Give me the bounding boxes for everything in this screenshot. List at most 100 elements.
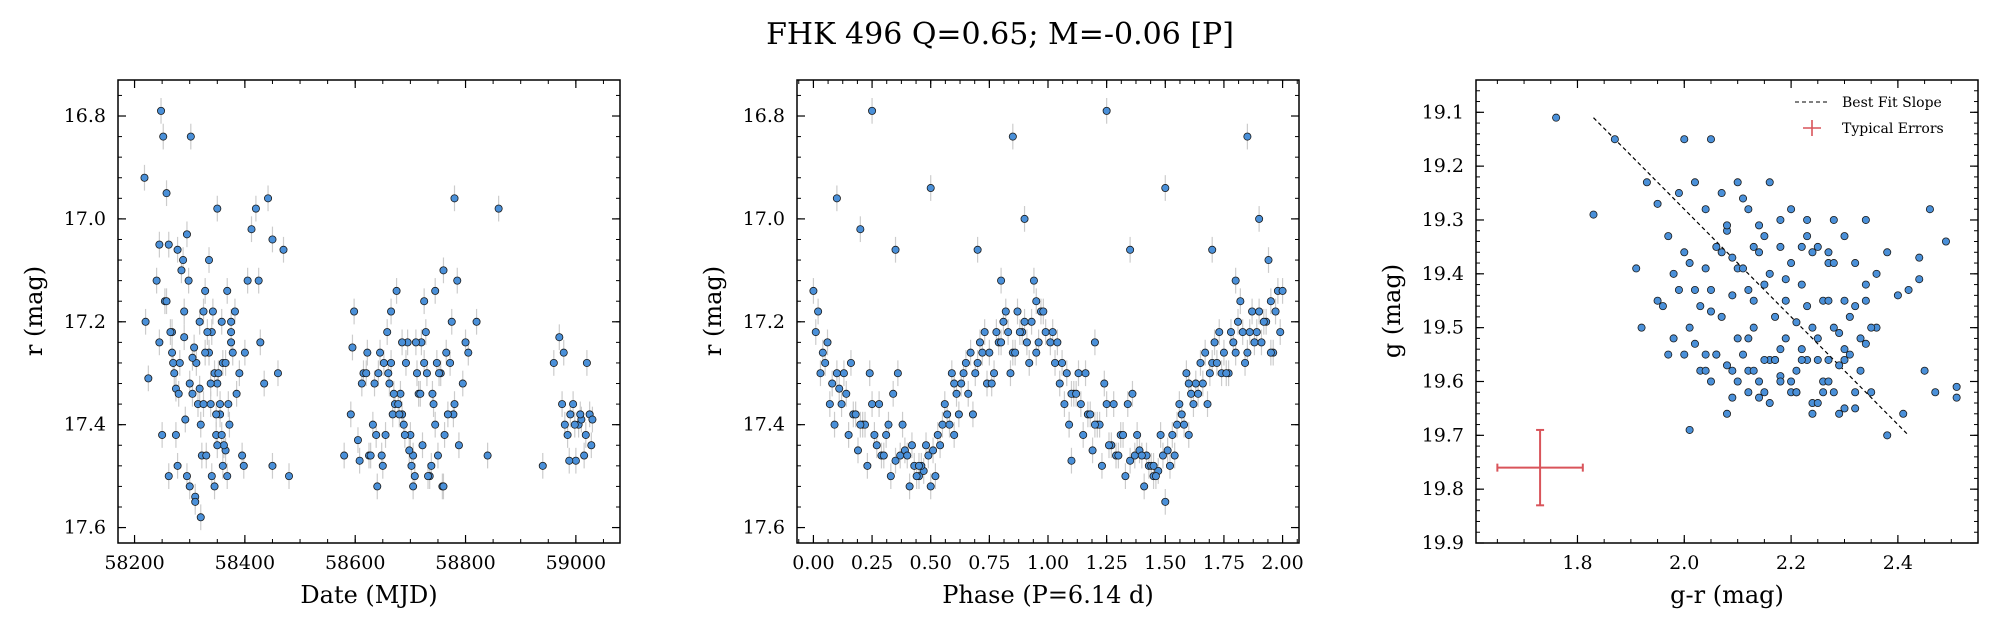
phased-data-point: [1196, 358, 1205, 367]
lightcurve-data-point: [185, 482, 194, 491]
phased-data-point: [1158, 451, 1167, 460]
cmd-data-point: [1861, 215, 1870, 224]
phased-data-point: [1004, 328, 1013, 337]
phased-data-point: [839, 369, 848, 378]
lightcurve-data-point: [201, 348, 210, 357]
phased-data-point: [851, 410, 860, 419]
phased-data-point: [1013, 307, 1022, 316]
phased-data-point: [1020, 214, 1029, 223]
lightcurve-data-point: [213, 204, 222, 213]
cmd-data-point: [1915, 253, 1924, 262]
cmd-data-point: [1803, 302, 1812, 311]
cmd-data-point: [1787, 205, 1796, 214]
lightcurve-points: [140, 106, 597, 522]
cmd-data-point: [1706, 285, 1715, 294]
lightcurve-data-point: [140, 173, 149, 182]
lightcurve-xtick-label: 58400: [215, 552, 275, 574]
phased-data-point: [1151, 472, 1160, 481]
lightcurve-data-point: [353, 436, 362, 445]
cmd-data-point: [1760, 280, 1769, 289]
cmd-data-point: [1813, 242, 1822, 251]
cmd-data-point: [1744, 334, 1753, 343]
phased-data-point: [1189, 400, 1198, 409]
phased-data-point: [1210, 338, 1219, 347]
phased-data-point: [1055, 379, 1064, 388]
cmd-data-point: [1642, 178, 1651, 187]
phased-data-point: [1109, 400, 1118, 409]
lightcurve-data-point: [396, 389, 405, 398]
phased-data-point: [959, 369, 968, 378]
cmd-data-point: [1856, 366, 1865, 375]
phased-data-point: [818, 348, 827, 357]
phased-data-point: [814, 307, 823, 316]
lightcurve-data-point: [188, 389, 197, 398]
lightcurve-data-point: [389, 389, 398, 398]
phased-data-point: [1229, 338, 1238, 347]
cmd-data-point: [1658, 302, 1667, 311]
phased-data-point: [1086, 410, 1095, 419]
cmd-data-point: [1696, 302, 1705, 311]
phased-data-point: [1032, 348, 1041, 357]
phased-data-point: [1231, 348, 1240, 357]
phased-data-point: [844, 430, 853, 439]
lightcurve-data-point: [227, 328, 236, 337]
phased-data-point: [914, 461, 923, 470]
phased-data-point: [1205, 369, 1214, 378]
lightcurve-data-point: [420, 297, 429, 306]
phased-data-point: [832, 369, 841, 378]
phased-data-point: [1187, 389, 1196, 398]
lightcurve-data-point: [582, 358, 591, 367]
lightcurve-data-point: [366, 451, 375, 460]
lightcurve-data-point: [268, 235, 277, 244]
cmd-xtick-label: 2.2: [1776, 552, 1806, 574]
cmd-data-point: [1690, 285, 1699, 294]
phased-data-point: [1065, 420, 1074, 429]
phased-data-point: [1170, 451, 1179, 460]
phased-data-point: [891, 456, 900, 465]
lightcurve-data-point: [340, 451, 349, 460]
lightcurve-data-point: [412, 369, 421, 378]
cmd-data-point: [1755, 248, 1764, 257]
phased-data-point: [1215, 328, 1224, 337]
lightcurve-data-point: [560, 420, 569, 429]
lightcurve-data-point: [240, 348, 249, 357]
panel-phased: 0.00 0.25 0.50 0.75 1.00 1.25 1.50 1.75 2.00 16.8…: [699, 79, 1304, 609]
phased-data-point: [1149, 461, 1158, 470]
lightcurve-ytick-label: 17.6: [64, 517, 106, 539]
lightcurve-data-point: [180, 307, 189, 316]
phased-data-point: [1252, 328, 1261, 337]
lightcurve-data-point: [157, 106, 166, 115]
lightcurve-data-point: [260, 379, 269, 388]
lightcurve-data-point: [196, 420, 205, 429]
lightcurve-data-point: [169, 358, 178, 367]
lightcurve-xtick-label: 58800: [435, 552, 495, 574]
phased-data-point: [863, 461, 872, 470]
lightcurve-data-point: [431, 420, 440, 429]
phased-data-point: [1140, 482, 1149, 491]
phased-data-point: [1226, 328, 1235, 337]
lightcurve-data-point: [199, 307, 208, 316]
cmd-data-point: [1867, 388, 1876, 397]
phased-data-point: [1257, 338, 1266, 347]
cmd-data-point: [1690, 339, 1699, 348]
lightcurve-data-point: [464, 348, 473, 357]
phased-data-point: [1081, 369, 1090, 378]
lightcurve-data-point: [555, 333, 564, 342]
cmd-data-point: [1776, 345, 1785, 354]
phased-data-point: [1079, 430, 1088, 439]
lightcurve-data-point: [179, 256, 188, 265]
cmd-data-point: [1856, 334, 1865, 343]
lightcurve-data-point: [264, 194, 273, 203]
phased-data-point: [1097, 461, 1106, 470]
cmd-data-point: [1931, 388, 1940, 397]
lightcurve-data-point: [221, 358, 230, 367]
cmd-data-point: [1861, 280, 1870, 289]
cmd-data-point: [1760, 355, 1769, 364]
cmd-data-point: [1803, 215, 1812, 224]
lightcurve-ticks: 58200 58400 58600 58800 59000 16.8 17.0 17.2 17.…: [64, 80, 620, 574]
lightcurve-data-point: [357, 379, 366, 388]
cmd-data-point: [1776, 242, 1785, 251]
lightcurve-data-point: [164, 472, 173, 481]
lightcurve-data-point: [388, 410, 397, 419]
lightcurve-data-point: [199, 400, 208, 409]
